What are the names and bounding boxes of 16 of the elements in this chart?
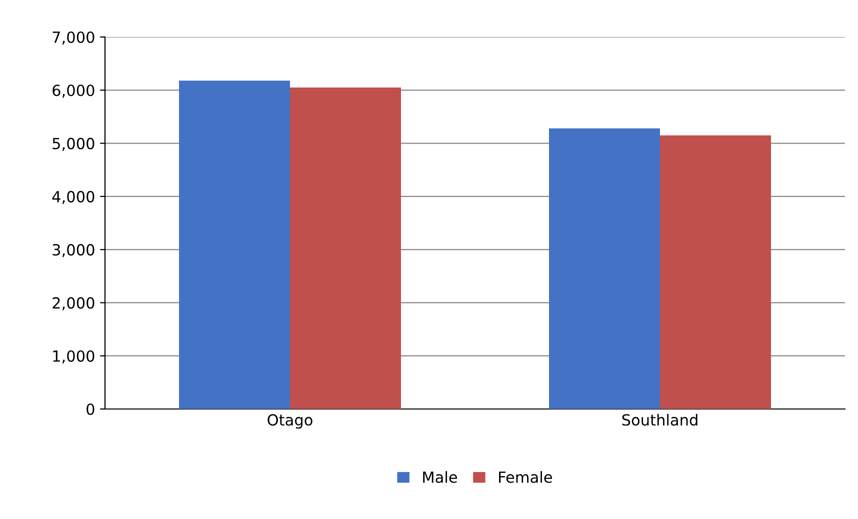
bar [549,128,660,409]
y-tick-label: 0 [86,403,94,416]
x-tick-label: Southland [622,414,698,426]
y-tick-label: 5,000 [52,138,94,151]
bar [290,87,401,409]
x-tick-label: Otago [268,414,312,429]
legend-label: Female [499,471,552,483]
y-tick-label: 3,000 [52,244,94,258]
y-tick-label: 4,000 [52,190,94,204]
y-tick-label: 6,000 [52,84,94,98]
bar [179,80,290,409]
y-tick-label: 7,000 [52,31,94,45]
legend-label: Male [423,471,458,483]
y-tick-label: 1,000 [53,350,94,364]
y-tick-label: 2,000 [52,297,94,310]
bar [660,135,771,409]
